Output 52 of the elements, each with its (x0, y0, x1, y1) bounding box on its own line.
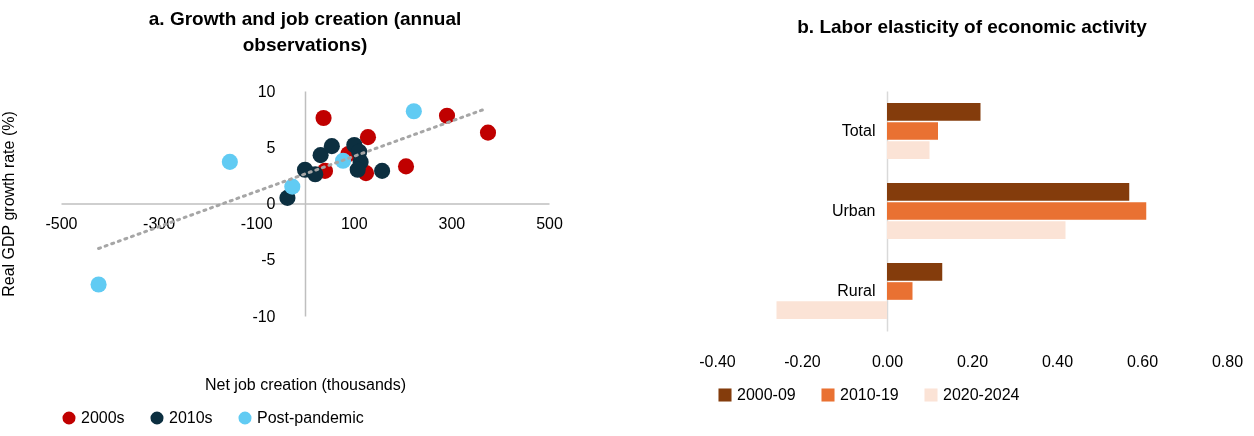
chart-title: b. Labor elasticity of economic activity (797, 16, 1148, 37)
x-tick-label: -500 (45, 215, 78, 232)
x-tick-label: -100 (240, 215, 273, 232)
legend-label: 2000-09 (737, 386, 796, 403)
point (315, 109, 332, 127)
point (323, 138, 340, 155)
bar (887, 282, 913, 300)
y-tick-label: 5 (266, 138, 276, 156)
point (221, 153, 238, 170)
y-tick-label: -10 (252, 307, 276, 325)
y-axis-title: Real GDP growth rate (%) (0, 111, 17, 297)
x-tick-label: 500 (536, 215, 563, 232)
y-tick-label: -5 (261, 251, 276, 269)
point (479, 124, 497, 141)
bar (887, 103, 981, 121)
legend-label: 2010-19 (840, 386, 899, 403)
legend-label: 2000s (81, 409, 125, 426)
x-tick-label: 0.00 (871, 352, 904, 370)
x-tick-label: 0.40 (1041, 352, 1074, 370)
legend-label: Post-pandemic (257, 409, 364, 426)
bar (887, 221, 1066, 239)
point (438, 107, 456, 124)
point (90, 276, 107, 293)
bar (887, 122, 938, 140)
bar (887, 183, 1130, 201)
point (284, 178, 301, 195)
point (405, 103, 422, 120)
legend-label: 2010s (169, 409, 213, 426)
x-tick-label: -0.20 (784, 352, 821, 370)
x-tick-label: 100 (340, 215, 368, 232)
chart-title: a. Growth and job creation (annual observations) (148, 8, 462, 55)
bar (887, 263, 943, 281)
y-tick-label: Urban (831, 202, 876, 219)
bar (776, 301, 887, 319)
y-tick-label: Total (841, 122, 876, 139)
x-tick-label: 0.20 (956, 352, 989, 370)
x-tick-label: 0.80 (1211, 352, 1244, 370)
x-tick-label: 0.60 (1126, 352, 1159, 370)
point (349, 161, 366, 178)
x-tick-label: -0.40 (699, 352, 736, 370)
bar (887, 202, 1147, 220)
point (359, 129, 377, 146)
point (312, 147, 329, 164)
y-tick-label: Rural (837, 282, 876, 299)
point (397, 158, 415, 175)
bar (887, 141, 930, 159)
x-tick-label: 300 (438, 215, 466, 232)
x-axis-title: Net job creation (thousands) (205, 375, 406, 393)
legend-label: 2020-2024 (943, 386, 1020, 403)
point (374, 162, 391, 179)
y-tick-label: 0 (266, 195, 276, 212)
y-tick-label: 10 (257, 82, 276, 100)
